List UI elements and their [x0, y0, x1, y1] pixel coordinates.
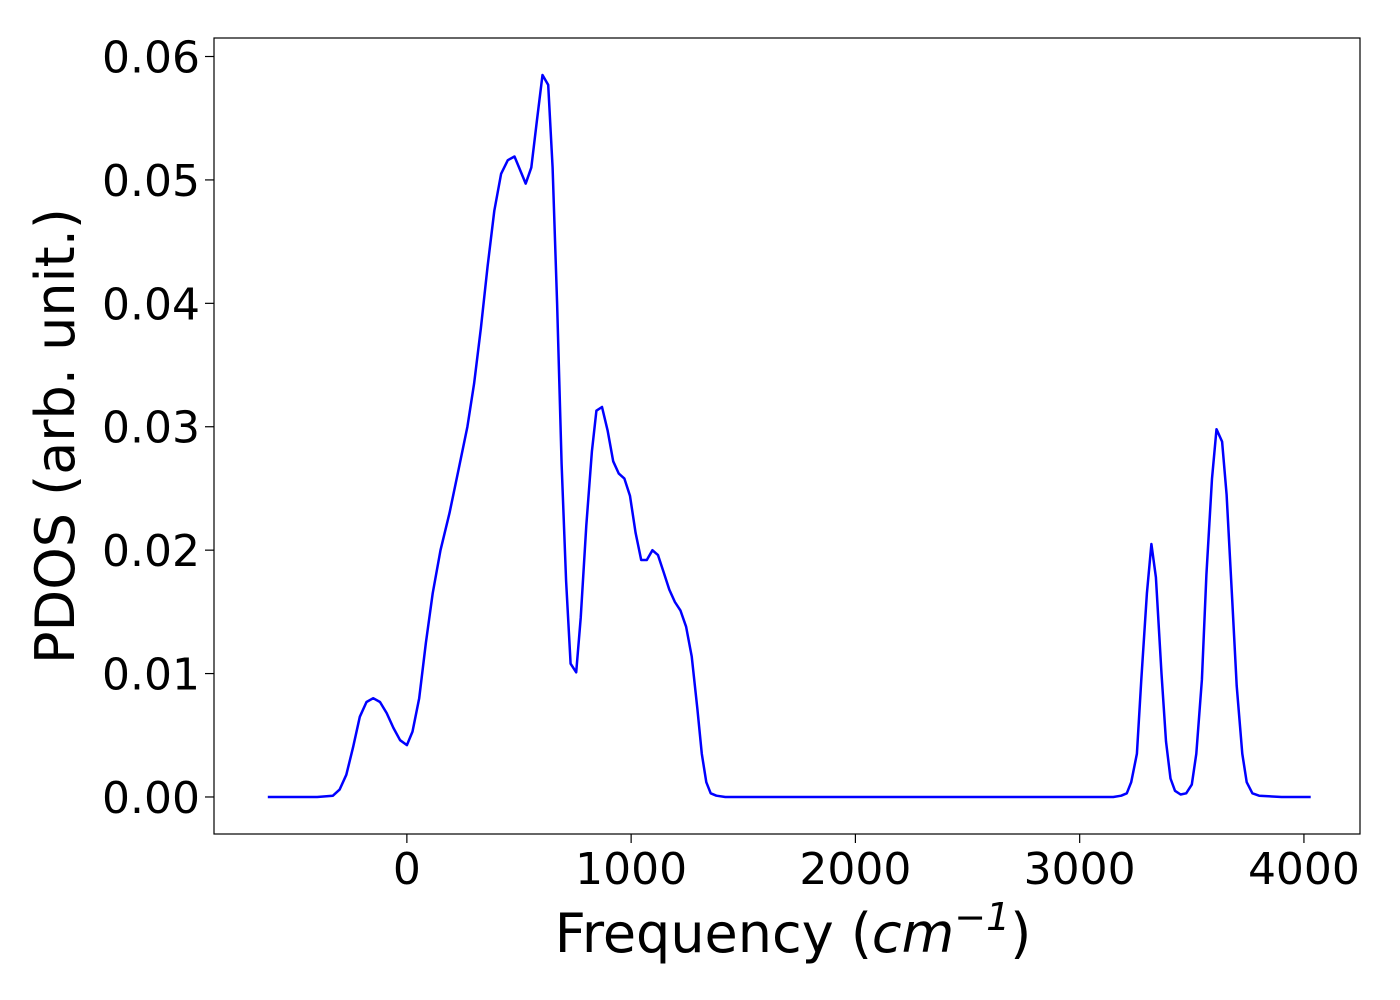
x-axis-label-unit: cm — [872, 902, 954, 965]
x-axis-label-exponent: −1 — [954, 895, 1010, 939]
x-tick-label: 3000 — [1024, 844, 1136, 895]
y-axis-ticks: 0.00 0.01 0.02 0.03 0.04 0.05 0.06 — [102, 33, 214, 824]
y-axis-label: PDOS (arb. unit.) — [24, 208, 87, 664]
series-line — [267, 73, 1311, 799]
x-tick-label: 1000 — [575, 844, 687, 895]
y-tick-label: 0.06 — [102, 33, 200, 84]
y-tick-label: 0.04 — [102, 279, 200, 330]
x-axis-label-prefix: Frequency ( — [555, 902, 872, 965]
x-tick-label: 2000 — [799, 844, 911, 895]
plot-area — [267, 73, 1311, 799]
plot-frame — [213, 37, 1361, 835]
x-axis-ticks: 0 1000 2000 3000 4000 — [393, 834, 1360, 895]
x-tick-label: 4000 — [1248, 844, 1360, 895]
y-tick-label: 0.05 — [102, 156, 200, 207]
y-tick-label: 0.00 — [102, 773, 200, 824]
y-tick-label: 0.02 — [102, 526, 200, 577]
y-tick-label: 0.03 — [102, 403, 200, 454]
x-axis-label: Frequency (cm−1) — [555, 895, 1032, 965]
x-axis-label-suffix: ) — [1010, 902, 1031, 965]
x-tick-label: 0 — [393, 844, 421, 895]
y-tick-label: 0.01 — [102, 650, 200, 701]
